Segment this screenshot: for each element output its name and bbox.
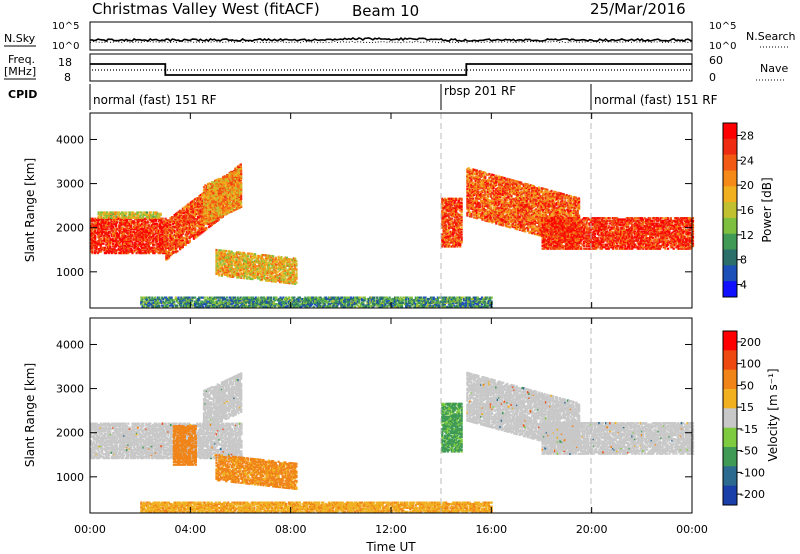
power-cell	[154, 244, 156, 246]
power-cell	[160, 213, 162, 215]
cpid-segment-3: normal (fast) 151 RF	[594, 93, 718, 107]
noise-tick-top: 10^5	[52, 21, 79, 32]
beam-label: Beam 10	[352, 2, 419, 20]
noise-tick-bottom: 10^0	[52, 41, 79, 52]
power-cell	[150, 211, 152, 213]
power-cell	[162, 218, 164, 220]
power-cell	[109, 245, 111, 247]
nsky-label: N.Sky	[4, 32, 36, 45]
power-cell	[102, 243, 104, 245]
nave-tick-top: 60	[709, 54, 723, 67]
power-cell	[205, 227, 207, 229]
power-cell	[131, 241, 133, 243]
nave-tick-bottom: 0	[709, 71, 716, 84]
noise-tick-right-bottom: 10^0	[709, 41, 736, 52]
radar-summary-plot: Christmas Valley West (fitACF) Beam 10 2…	[0, 0, 800, 554]
noise-sky-line	[90, 38, 692, 41]
power-cell	[112, 243, 114, 245]
cpid-segment-1: normal (fast) 151 RF	[93, 93, 217, 107]
cpid-label: CPID	[8, 88, 37, 101]
freq-tick-bottom: 8	[64, 71, 71, 84]
freq-panel: Freq. [MHz] 18 8 60 0 Nave	[4, 53, 788, 84]
freq-unit-label: [MHz]	[4, 65, 36, 78]
power-cell	[108, 235, 110, 237]
plot-title: Christmas Valley West (fitACF)	[92, 0, 320, 18]
cpid-row: CPID normal (fast) 151 RF rbsp 201 RF no…	[8, 84, 718, 110]
power-scatter-cells	[90, 163, 694, 308]
cpid-segment-2: rbsp 201 RF	[444, 84, 516, 98]
power-cell	[169, 224, 171, 226]
noise-tick-right-top: 10^5	[709, 21, 736, 32]
freq-tick-top: 18	[58, 56, 72, 69]
power-cell	[146, 211, 148, 213]
power-cell	[176, 250, 178, 252]
power-cell	[107, 228, 109, 230]
nsearch-label: N.Search	[746, 30, 796, 43]
date-label: 25/Mar/2016	[590, 0, 686, 18]
freq-line	[90, 64, 692, 75]
power-cell	[194, 227, 196, 229]
power-cell	[94, 235, 96, 237]
power-cell	[112, 226, 114, 228]
power-cell	[100, 237, 102, 239]
power-cell	[125, 211, 127, 213]
noise-panel: N.Sky 10^5 10^0 10^5 10^0 N.Search	[4, 21, 796, 52]
power-cell	[165, 218, 167, 220]
nave-label: Nave	[760, 62, 788, 75]
power-cell	[189, 239, 191, 241]
power-cell	[147, 220, 149, 222]
